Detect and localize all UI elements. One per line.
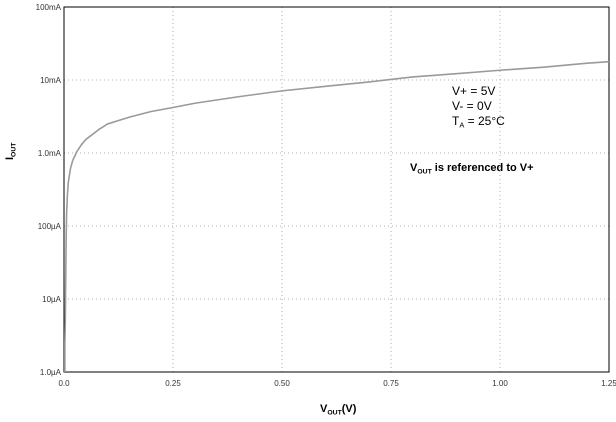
note-symbol: V bbox=[410, 162, 418, 174]
y-tick-label: 10µA bbox=[42, 295, 62, 304]
y-axis-label-subscript: OUT bbox=[10, 142, 18, 157]
y-tick-label: 100mA bbox=[36, 3, 62, 12]
annotation-reference-note: VOUT is referenced to V+ bbox=[410, 162, 534, 175]
x-tick-label: 0.0 bbox=[58, 379, 70, 388]
annotation-vminus: V- = 0V bbox=[452, 99, 492, 113]
note-text: is referenced to V+ bbox=[431, 162, 534, 174]
series-line-iout bbox=[64, 60, 610, 372]
y-axis-label-symbol: I bbox=[4, 156, 16, 160]
annotation-temperature-symbol: T bbox=[452, 114, 460, 128]
x-tick-label: 1.00 bbox=[492, 379, 508, 388]
annotation-temperature-subscript: A bbox=[459, 120, 465, 130]
x-tick-label: 0.75 bbox=[383, 379, 399, 388]
y-tick-label: 1.0µA bbox=[40, 368, 62, 377]
y-tick-label: 100µA bbox=[38, 222, 62, 231]
x-axis-label-unit: (V) bbox=[341, 403, 357, 415]
note-subscript: OUT bbox=[417, 168, 432, 176]
y-tick-labels: 100mA 10mA 1.0mA 100µA 10µA 1.0µA bbox=[36, 3, 62, 377]
x-tick-label: 0.50 bbox=[274, 379, 290, 388]
y-axis-label: IOUT bbox=[4, 143, 17, 160]
annotation-vplus: V+ = 5V bbox=[452, 84, 496, 98]
x-tick-labels: 0.0 0.25 0.50 0.75 1.00 1.25 bbox=[58, 379, 616, 388]
plot-area-frame bbox=[63, 6, 610, 373]
x-tick-label: 1.25 bbox=[601, 379, 616, 388]
grid-lines bbox=[64, 7, 609, 372]
x-tick-label: 0.25 bbox=[165, 379, 181, 388]
annotation-temperature-value: = 25°C bbox=[464, 114, 505, 128]
x-axis-label-subscript: OUT bbox=[327, 409, 342, 417]
x-axis-label: VOUT(V) bbox=[320, 403, 356, 416]
annotation-temperature: TA = 25°C bbox=[452, 114, 505, 130]
y-tick-label: 10mA bbox=[40, 76, 62, 85]
x-axis-label-symbol: V bbox=[320, 403, 328, 415]
y-tick-label: 1.0mA bbox=[38, 149, 62, 158]
